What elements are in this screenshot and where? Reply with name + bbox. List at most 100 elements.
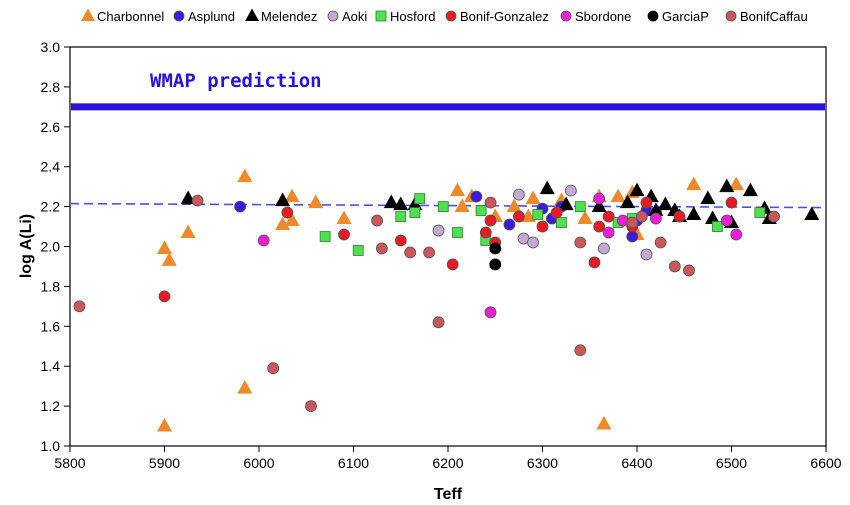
data-point	[452, 227, 463, 238]
data-point	[237, 168, 253, 183]
data-point	[564, 184, 577, 197]
x-tick-label: 6500	[716, 455, 747, 471]
data-point	[489, 242, 502, 255]
data-point	[626, 216, 639, 229]
legend-label: Aoki	[342, 9, 367, 24]
legend-item: Sbordone	[560, 9, 631, 24]
data-point	[409, 207, 421, 218]
series-aoki	[432, 184, 653, 261]
data-point	[395, 211, 407, 222]
data-point	[591, 198, 607, 213]
x-axis-title: Teff	[434, 486, 463, 503]
data-point	[650, 212, 662, 225]
data-point	[404, 246, 417, 259]
y-axis-title: log A(Li)	[18, 214, 35, 278]
x-axis: 5800 5900 6000 6100 6200 6300 6400 6500 6600	[54, 446, 842, 471]
data-point	[558, 196, 574, 211]
data-point	[512, 188, 525, 201]
x-tick-label: 6000	[243, 455, 274, 471]
series-sbordone	[257, 192, 743, 319]
data-point	[281, 206, 294, 219]
data-point	[683, 264, 695, 277]
data-point	[657, 196, 673, 211]
y-tick-label: 2.2	[41, 199, 61, 215]
data-point	[375, 242, 388, 255]
data-point	[503, 218, 516, 231]
data-point	[437, 201, 449, 213]
data-point	[640, 196, 653, 209]
data-point	[574, 344, 587, 357]
x-tick-label: 5800	[54, 455, 85, 471]
data-point	[635, 210, 648, 223]
legend-item: Asplund	[173, 9, 235, 24]
data-point	[470, 190, 483, 203]
y-axis: 1.0 1.2 1.4 1.6 1.8 2.0 2.2 2.4 2.6 2.8 3.0	[41, 39, 70, 454]
x-tick-label: 6100	[338, 455, 369, 471]
legend-marker	[445, 10, 457, 22]
y-tick-label: 3.0	[41, 39, 61, 55]
data-point	[686, 176, 702, 191]
wmap-label: WMAP prediction	[150, 70, 322, 92]
data-point	[305, 400, 317, 413]
data-point	[602, 226, 615, 239]
data-point	[484, 306, 497, 319]
data-point	[539, 180, 555, 195]
data-point	[479, 226, 492, 239]
y-tick-label: 1.2	[41, 398, 61, 414]
data-point	[156, 417, 173, 432]
data-point	[673, 210, 686, 223]
data-point	[449, 182, 465, 197]
data-point	[640, 248, 653, 261]
data-point	[237, 380, 253, 394]
data-point	[588, 256, 601, 269]
legend-marker	[173, 10, 185, 22]
legend-marker	[647, 10, 659, 22]
data-point	[574, 236, 587, 249]
legend-label: Charbonnel	[97, 9, 164, 24]
legend-label: Asplund	[188, 9, 235, 24]
data-point	[742, 182, 758, 197]
data-point	[383, 194, 399, 209]
y-tick-label: 1.4	[41, 358, 61, 374]
legend-label: Melendez	[261, 9, 317, 24]
data-point	[525, 190, 541, 205]
legend-label: GarciaP	[662, 9, 709, 24]
data-point	[484, 196, 497, 209]
data-point	[257, 234, 270, 247]
data-point	[414, 193, 426, 205]
data-point	[275, 216, 291, 231]
y-tick-label: 1.0	[41, 438, 61, 454]
data-point	[593, 220, 606, 233]
data-point	[284, 212, 300, 227]
legend-marker	[81, 8, 95, 22]
legend-marker	[375, 10, 387, 22]
series-garciap	[489, 242, 502, 271]
data-point	[423, 246, 436, 259]
data-point	[532, 209, 544, 220]
data-point	[73, 300, 86, 313]
data-point	[596, 415, 612, 430]
x-tick-label: 6200	[432, 455, 463, 471]
legend: Charbonnel Asplund Melendez Aoki Hosford Boni…	[81, 8, 808, 24]
legend-item: Aoki	[327, 9, 367, 24]
series-bonif-gonzalez	[158, 196, 738, 303]
data-point	[593, 192, 606, 205]
series-bonifcaffau	[73, 194, 780, 413]
data-point	[754, 207, 766, 218]
data-point	[338, 228, 350, 241]
data-point	[730, 228, 743, 241]
data-point	[804, 206, 820, 221]
data-point	[454, 198, 470, 213]
data-point	[180, 224, 196, 238]
legend-item: Bonif-Gonzalez	[445, 9, 549, 24]
legend-item: BonifCaffau	[725, 9, 808, 24]
data-point	[648, 202, 664, 217]
data-point	[432, 316, 445, 329]
data-point	[728, 176, 744, 191]
data-point	[711, 221, 723, 232]
y-tick-label: 1.8	[41, 278, 61, 294]
data-point	[156, 240, 173, 254]
data-point	[161, 252, 177, 266]
legend-marker	[245, 8, 259, 22]
x-tick-label: 6600	[810, 455, 841, 471]
